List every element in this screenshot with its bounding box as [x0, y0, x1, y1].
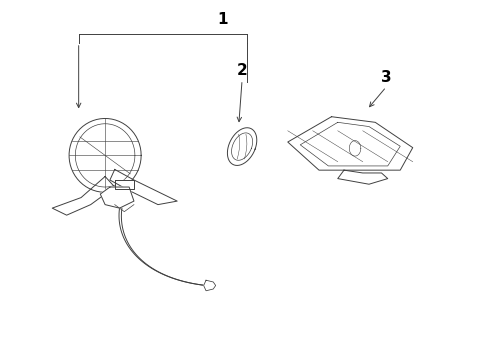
Text: 1: 1: [217, 12, 228, 27]
Polygon shape: [100, 187, 134, 208]
Polygon shape: [52, 176, 115, 215]
Polygon shape: [110, 170, 177, 204]
Polygon shape: [69, 118, 141, 192]
Polygon shape: [287, 117, 412, 170]
Text: 3: 3: [380, 70, 391, 85]
Polygon shape: [203, 280, 215, 291]
Polygon shape: [227, 128, 256, 166]
Text: 2: 2: [236, 63, 247, 78]
Polygon shape: [115, 180, 134, 189]
Polygon shape: [337, 170, 387, 184]
